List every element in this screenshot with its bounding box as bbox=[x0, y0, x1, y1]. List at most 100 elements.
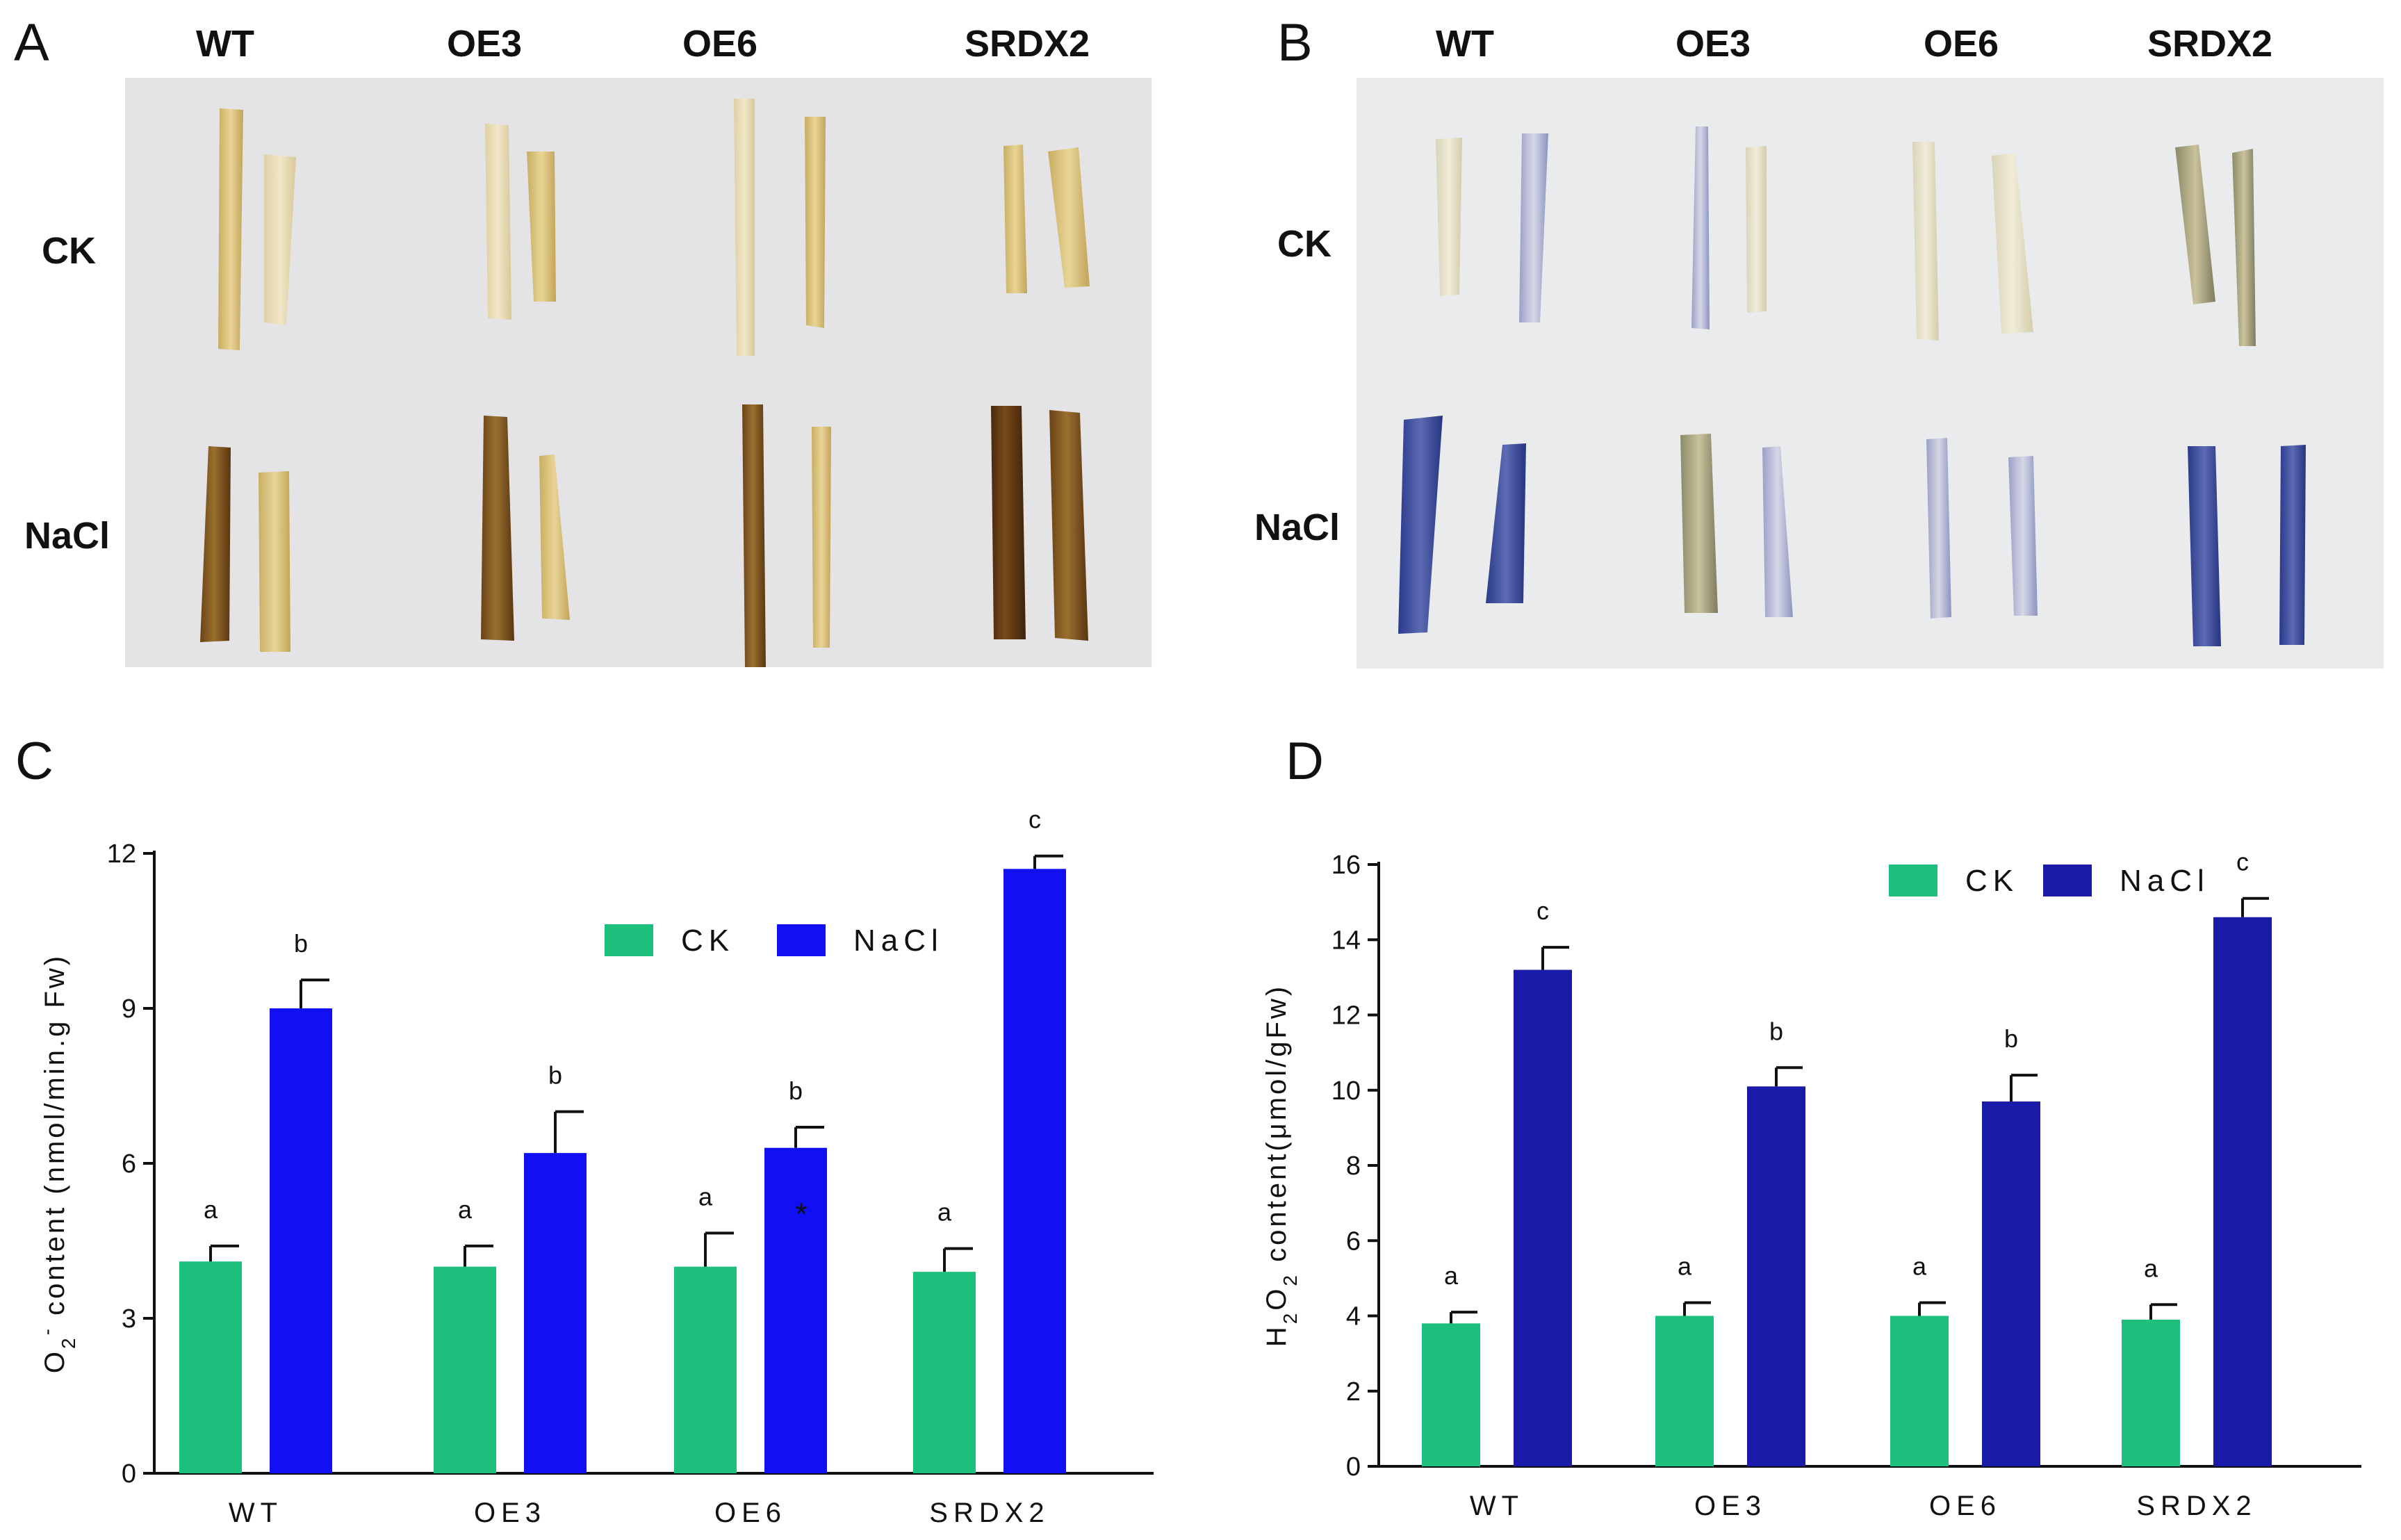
leaf-a-nacl-oe3-1 bbox=[481, 416, 514, 641]
panel-b-col-wt: WT bbox=[1436, 23, 1494, 65]
chart-c-plot: 0 3 6 9 12 O2- content (nmol/min.g Fw) a b WT a b O… bbox=[36, 805, 1154, 1528]
leaf-b-nacl-srdx2-2 bbox=[2279, 445, 2306, 645]
chart-d-legend-swatch-nacl bbox=[2043, 865, 2092, 896]
chart-d-ytick-label: 10 bbox=[1331, 1076, 1361, 1106]
chart-c-legend-label-ck: CK bbox=[681, 924, 735, 958]
panel-b-photo bbox=[1357, 78, 2384, 669]
leaf-a-ck-wt-1 bbox=[218, 108, 243, 350]
chart-d-sig-letter: b bbox=[2004, 1024, 2018, 1053]
chart-c-ytick-label: 12 bbox=[107, 839, 136, 869]
chart-c-sig-letter: a bbox=[458, 1195, 473, 1224]
leaf-b-ck-wt-2 bbox=[1519, 133, 1548, 322]
chart-c-ytick-label: 3 bbox=[122, 1304, 136, 1334]
panel-b-ck-leaves bbox=[1436, 126, 2256, 346]
chart-d-bar-ck-oe3 bbox=[1655, 1316, 1714, 1466]
panel-letter-d: D bbox=[1286, 732, 1324, 791]
chart-c-ylabel-part: content (nmol/min.g Fw) bbox=[40, 953, 70, 1326]
chart-d-xtick-label: OE6 bbox=[1929, 1491, 2001, 1521]
chart-c-ytick-label: 9 bbox=[122, 994, 136, 1024]
panel-b-nacl-leaves bbox=[1398, 416, 2306, 646]
leaf-a-ck-srdx2-2 bbox=[1048, 147, 1090, 288]
chart-c-bar-ck-oe3 bbox=[434, 1266, 496, 1473]
panel-b-row-nacl: NaCl bbox=[1254, 507, 1341, 548]
leaf-a-ck-oe3-2 bbox=[527, 151, 556, 302]
panel-a-row-nacl: NaCl bbox=[24, 515, 110, 557]
chart-c-bar-nacl-srdx2 bbox=[1003, 869, 1066, 1473]
chart-d-ytick-label: 0 bbox=[1346, 1452, 1361, 1482]
chart-d-xtick-label: WT bbox=[1470, 1491, 1524, 1521]
chart-d-ylabel-part: H bbox=[1261, 1324, 1292, 1347]
chart-c-bar-ck-srdx2 bbox=[913, 1272, 976, 1473]
panel-a-col-srdx2: SRDX2 bbox=[965, 23, 1090, 65]
panel-a-ck-leaves bbox=[218, 99, 1090, 356]
panel-b-col-oe3: OE3 bbox=[1675, 23, 1751, 65]
leaf-a-ck-oe3-1 bbox=[485, 124, 511, 320]
chart-d-sig-letter: c bbox=[1537, 896, 1549, 925]
chart-c-xtick-label: OE6 bbox=[714, 1498, 787, 1528]
panel-letter-b: B bbox=[1277, 13, 1313, 72]
chart-c-bar-nacl-oe6 bbox=[764, 1147, 827, 1473]
leaf-b-nacl-oe6-2 bbox=[2008, 456, 2038, 616]
chart-c-bar-nacl-wt bbox=[270, 1008, 332, 1473]
chart-d-ytick-label: 4 bbox=[1346, 1302, 1361, 1332]
chart-c-legend-swatch-nacl bbox=[777, 924, 826, 956]
leaf-b-ck-wt-1 bbox=[1436, 138, 1462, 296]
panel-b-col-srdx2: SRDX2 bbox=[2147, 23, 2273, 65]
panel-a-photo bbox=[125, 78, 1152, 667]
chart-d-xtick-label: SRDX2 bbox=[2136, 1491, 2256, 1521]
chart-d-ytick-label: 16 bbox=[1331, 851, 1361, 880]
chart-c-bar-nacl-oe3 bbox=[524, 1153, 587, 1473]
leaf-b-ck-oe6-2 bbox=[1992, 153, 2033, 334]
leaf-b-nacl-oe6-1 bbox=[1926, 438, 1951, 619]
leaf-a-ck-oe6-2 bbox=[805, 117, 826, 328]
leaf-b-ck-oe3-1 bbox=[1691, 126, 1710, 329]
leaf-a-nacl-wt-2 bbox=[259, 471, 290, 652]
chart-c-ytick-label: 6 bbox=[122, 1149, 136, 1179]
leaf-b-nacl-srdx2-1 bbox=[2188, 446, 2221, 646]
panel-letter-c: C bbox=[15, 732, 54, 791]
chart-d-ylabel-part: content(μmol/gFw) bbox=[1261, 984, 1292, 1272]
chart-d-xtick-label: OE3 bbox=[1694, 1491, 1767, 1521]
chart-d-ytick-label: 2 bbox=[1346, 1377, 1361, 1407]
chart-d-ylabel-part: 2 bbox=[1279, 1311, 1301, 1325]
chart-d-sig-letter: a bbox=[1444, 1261, 1459, 1290]
chart-c-ytick-label: 0 bbox=[122, 1459, 136, 1489]
chart-d-sig-letter: a bbox=[1912, 1252, 1927, 1281]
panel-a-nacl-leaves bbox=[200, 404, 1088, 667]
leaf-a-nacl-srdx2-1 bbox=[991, 406, 1026, 639]
chart-c-ylabel-part: 2 bbox=[58, 1335, 79, 1349]
chart-d-sig-letter: a bbox=[2144, 1254, 2158, 1282]
chart-d-legend-label-ck: CK bbox=[1965, 864, 2019, 898]
chart-d-legend-swatch-ck bbox=[1889, 865, 1937, 896]
chart-d-bar-nacl-oe6 bbox=[1982, 1101, 2040, 1466]
leaf-a-ck-oe6-1 bbox=[734, 99, 755, 356]
chart-c-sig-letter: a bbox=[698, 1182, 713, 1211]
chart-d-legend-label-nacl: NaCl bbox=[2120, 864, 2210, 898]
chart-d-bar-nacl-srdx2 bbox=[2213, 917, 2272, 1466]
chart-d-ytick-label: 14 bbox=[1331, 926, 1361, 955]
chart-c-xtick-label: OE3 bbox=[474, 1498, 546, 1528]
chart-d-ytick-label: 6 bbox=[1346, 1227, 1361, 1256]
leaf-a-nacl-srdx2-2 bbox=[1049, 410, 1088, 641]
leaf-a-ck-wt-2 bbox=[264, 154, 296, 325]
leaf-a-nacl-oe6-1 bbox=[742, 404, 766, 667]
chart-d-bar-nacl-oe3 bbox=[1747, 1086, 1805, 1466]
chart-c-ylabel-part: O bbox=[40, 1349, 70, 1373]
chart-d-ylabel-part: O bbox=[1261, 1286, 1292, 1311]
chart-c-sig-letter: b bbox=[789, 1076, 803, 1105]
leaf-b-ck-oe3-2 bbox=[1746, 146, 1767, 313]
chart-d-bar-nacl-wt bbox=[1514, 969, 1572, 1466]
chart-d-sig-letter: a bbox=[1678, 1252, 1692, 1281]
panel-a-row-ck: CK bbox=[42, 230, 96, 272]
panel-letter-a: A bbox=[14, 13, 49, 72]
panel-b-row-ck: CK bbox=[1277, 223, 1331, 265]
chart-d-bar-ck-srdx2 bbox=[2122, 1319, 2180, 1466]
chart-d-ytick-label: 12 bbox=[1331, 1001, 1361, 1031]
leaf-a-nacl-wt-1 bbox=[200, 446, 231, 642]
leaf-b-nacl-wt-1 bbox=[1398, 416, 1443, 634]
panel-b-col-oe6: OE6 bbox=[1924, 23, 1999, 65]
chart-c-annotation: * bbox=[795, 1197, 807, 1231]
leaf-a-nacl-oe3-2 bbox=[539, 454, 570, 620]
